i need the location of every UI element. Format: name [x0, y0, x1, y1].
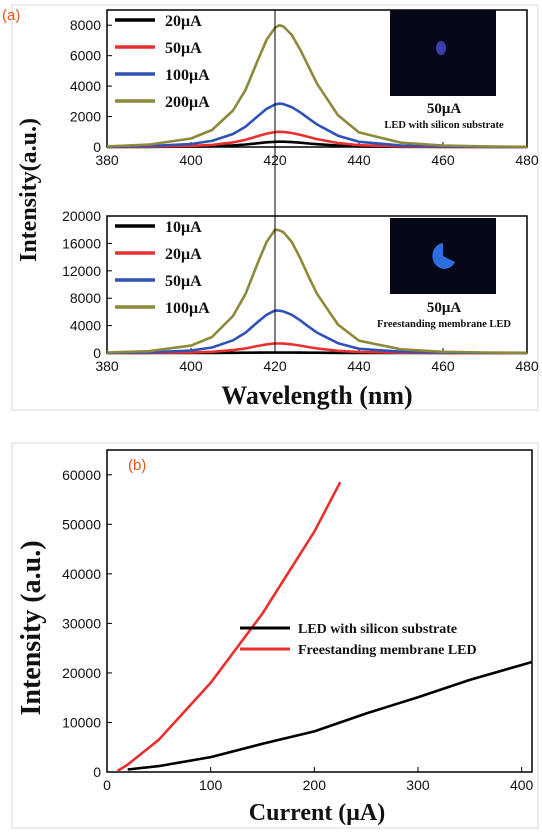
y-tick-label: 30000	[62, 615, 101, 631]
x-tick-label: 480	[515, 152, 539, 168]
legend-label: 50μA	[165, 273, 202, 290]
series-line-Freestanding membrane LED	[116, 481, 342, 773]
series-line-100μA	[106, 228, 528, 355]
x-tick-label: 420	[263, 358, 287, 374]
series-line-50μA	[106, 309, 528, 355]
y-tick-label: 60000	[62, 467, 101, 483]
y-tick-label: 10000	[62, 714, 101, 730]
legend-label: 20μA	[165, 13, 202, 30]
y-tick-label: 0	[93, 139, 101, 155]
legend-label: 100μA	[165, 300, 210, 317]
x-tick-label: 380	[95, 358, 119, 374]
inset-led-glow-bottom	[432, 243, 455, 269]
y-tick-label: 0	[93, 764, 101, 780]
y-tick-label: 16000	[62, 235, 101, 251]
x-tick-label: 380	[95, 152, 119, 168]
panel-b-frame	[11, 442, 539, 829]
legend-label: 20μA	[165, 246, 202, 263]
panel-a-frame	[11, 4, 539, 411]
series-line-200μA	[106, 23, 528, 149]
y-axis-title-b: Intensity (a.u.)	[16, 540, 47, 715]
legend-label: 50μA	[165, 40, 202, 57]
y-tick-label: 12000	[62, 263, 101, 279]
x-tick-label: 400	[510, 777, 534, 793]
x-tick-label: 400	[179, 358, 203, 374]
x-tick-label: 480	[515, 358, 539, 374]
legend-label: Freestanding membrane LED	[298, 643, 477, 658]
x-tick-label: 400	[179, 152, 203, 168]
x-tick-label: 440	[347, 358, 371, 374]
x-axis-title-a: Wavelength (nm)	[221, 381, 412, 410]
y-tick-label: 40000	[62, 566, 101, 582]
plot-b: 0 100 200 300 400 0 10000 20000 30000 40000 50000 6…	[62, 449, 534, 793]
y-tick-label: 20000	[62, 208, 101, 224]
series-line-LED with silicon substrate	[127, 660, 533, 771]
legend-label: 200μA	[165, 94, 210, 111]
x-tick-label: 100	[199, 777, 223, 793]
x-tick-label: 460	[431, 358, 455, 374]
x-tick-label: 0	[103, 777, 111, 793]
y-tick-label: 8000	[70, 290, 101, 306]
inset-current-bottom: 50μA	[427, 300, 462, 316]
y-tick-label: 2000	[70, 109, 101, 125]
inset-caption-top: LED with silicon substrate	[384, 120, 504, 131]
plot-bottom: 380 400 420 440 460 480 0 4000 8000 12000 16000 200…	[62, 208, 539, 374]
series-line-20μA	[106, 342, 527, 355]
x-tick-label: 460	[431, 152, 455, 168]
series-line-50μA	[106, 130, 528, 149]
inset-caption-bottom: Freestanding membrane LED	[377, 319, 511, 330]
y-axis-title-a: Intensity(a.u.)	[16, 118, 42, 262]
legend-label: LED with silicon substrate	[298, 622, 457, 637]
y-tick-label: 8000	[70, 17, 101, 33]
y-tick-label: 4000	[70, 78, 101, 94]
y-tick-label: 20000	[62, 665, 101, 681]
panel-a-label: (a)	[2, 7, 20, 24]
legend-label: 10μA	[165, 219, 202, 236]
plot-b-frame	[106, 449, 533, 773]
x-axis-title-b: Current (μA)	[249, 800, 385, 826]
x-tick-label: 200	[303, 777, 327, 793]
inset-current-top: 50μA	[427, 101, 462, 117]
legend-label: 100μA	[165, 67, 210, 84]
x-tick-label: 440	[347, 152, 371, 168]
y-tick-label: 6000	[70, 48, 101, 64]
plot-top-frame	[106, 9, 528, 148]
y-tick-label: 50000	[62, 516, 101, 532]
x-tick-label: 300	[406, 777, 430, 793]
y-tick-label: 4000	[70, 318, 101, 334]
inset-led-glow-top	[436, 41, 446, 55]
panel-b-label: (b)	[128, 457, 146, 474]
series-line-100μA	[106, 102, 528, 149]
y-tick-label: 0	[93, 345, 101, 361]
